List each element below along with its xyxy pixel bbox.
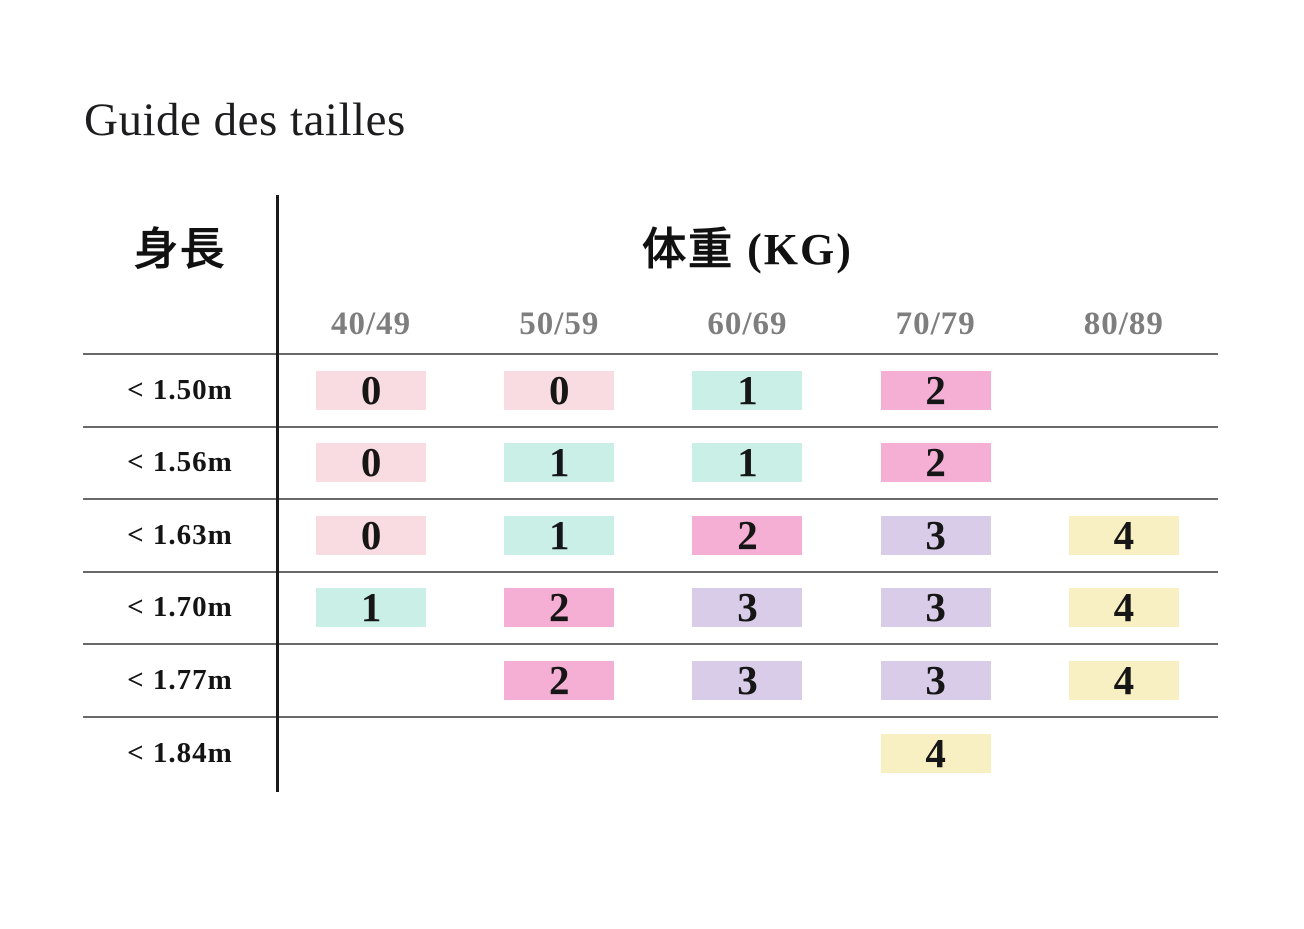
row-cells: 0 0 1 2 [277,369,1218,410]
size-chip: 0 [316,442,427,483]
size-chip: 2 [880,442,991,483]
size-chip: 1 [692,442,803,483]
size-chip: 2 [504,587,615,628]
row-cells: 0 1 1 2 [277,442,1218,483]
size-chip: 1 [692,369,803,410]
weight-column-header: 50/59 [519,305,600,342]
size-chip: 4 [880,733,991,774]
size-cell [277,734,465,773]
size-chip: 3 [692,587,803,628]
size-chip: 0 [316,514,427,555]
size-chip: 2 [692,514,803,555]
table-row: < 1.70m 1 2 3 3 4 [83,573,1218,645]
height-range-label: < 1.70m [127,591,233,624]
size-cell: 2 [842,369,1030,410]
row-cells: 4 [277,733,1218,774]
height-range-label: < 1.77m [127,663,233,696]
weight-column-headers: 40/49 50/59 60/69 70/79 80/89 [277,306,1218,343]
row-cells: 1 2 3 3 4 [277,587,1218,628]
size-cell: 3 [842,587,1030,628]
size-cell: 1 [653,369,841,410]
table-row: < 1.77m 2 3 3 4 [83,645,1218,718]
size-chip: 1 [504,442,615,483]
size-cell: 1 [653,442,841,483]
size-chip: 0 [316,369,427,410]
size-cell: 1 [465,514,653,555]
size-cell: 3 [653,659,841,700]
weight-column-header: 40/49 [331,305,412,342]
row-cells: 2 3 3 4 [277,659,1218,700]
size-chip: 2 [880,369,991,410]
height-axis-label: 身長 [134,225,226,274]
axis-header-row: 身長 体重 (KG) [83,195,1218,295]
size-cell: 4 [1030,587,1218,628]
size-cell: 2 [842,442,1030,483]
row-cells: 0 1 2 3 4 [277,514,1218,555]
weight-columns-row: 40/49 50/59 60/69 70/79 80/89 [83,295,1218,355]
size-cell: 4 [1030,659,1218,700]
size-cell [653,734,841,773]
size-cell: 1 [465,442,653,483]
height-range-label: < 1.63m [127,518,233,551]
size-cell [1030,371,1218,410]
size-cell [465,734,653,773]
page-title: Guide des tailles [84,94,406,146]
size-cell: 0 [277,369,465,410]
size-cell: 3 [653,587,841,628]
size-cell: 3 [842,514,1030,555]
weight-axis-label: 体重 (KG) [642,225,853,274]
size-chip: 3 [880,659,991,700]
size-cell: 4 [1030,514,1218,555]
size-cell: 2 [465,659,653,700]
size-chip: 1 [316,587,427,628]
size-cell: 0 [277,442,465,483]
size-chip: 3 [880,587,991,628]
size-cell [1030,734,1218,773]
size-chip: 2 [504,659,615,700]
size-chip: 1 [504,514,615,555]
table-row: < 1.56m 0 1 1 2 [83,428,1218,500]
size-chip: 3 [880,514,991,555]
table-row: < 1.63m 0 1 2 3 4 [83,500,1218,573]
size-cell: 3 [842,659,1030,700]
size-cell: 1 [277,587,465,628]
size-chip: 4 [1068,514,1179,555]
size-cell: 0 [465,369,653,410]
size-cell [1030,443,1218,482]
size-chip: 4 [1068,659,1179,700]
height-range-label: < 1.84m [127,737,233,769]
height-range-label: < 1.50m [127,373,233,406]
size-cell [277,661,465,700]
weight-column-header: 70/79 [895,305,976,342]
size-cell: 0 [277,514,465,555]
axis-divider-line [276,195,279,792]
size-table: 身長 体重 (KG) 40/49 50/59 60/69 70/79 80/89 < 1… [83,195,1218,792]
size-cell: 2 [465,587,653,628]
height-range-label: < 1.56m [127,446,233,479]
table-row: < 1.50m 0 0 1 2 [83,355,1218,428]
weight-column-header: 80/89 [1083,305,1164,342]
size-cell: 2 [653,514,841,555]
weight-column-header: 60/69 [707,305,788,342]
size-chip: 0 [504,369,615,410]
size-chip: 3 [692,659,803,700]
table-row: < 1.84m 4 [83,718,1218,790]
size-chip: 4 [1068,587,1179,628]
size-cell: 4 [842,733,1030,774]
